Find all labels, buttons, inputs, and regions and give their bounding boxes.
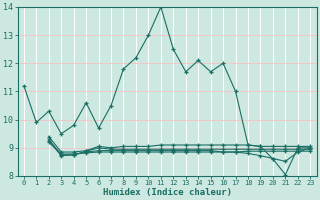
X-axis label: Humidex (Indice chaleur): Humidex (Indice chaleur) [103, 188, 232, 197]
